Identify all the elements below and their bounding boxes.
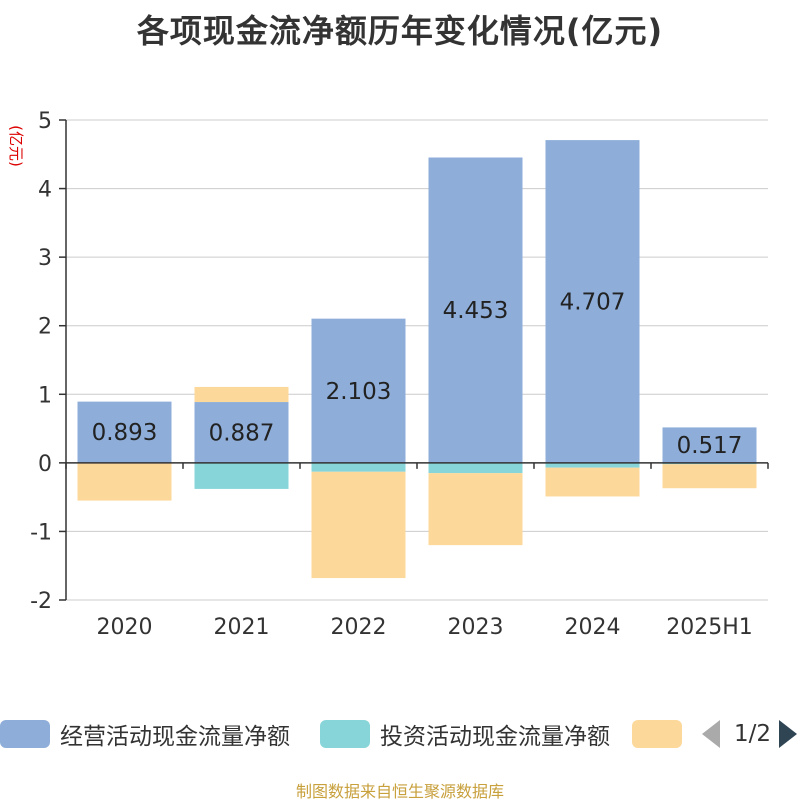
legend: 经营活动现金流量净额 投资活动现金流量净额 xyxy=(0,716,800,752)
bar-investing-2021 xyxy=(194,462,289,489)
bar-financing-2025H1 xyxy=(662,464,757,489)
chart-title: 各项现金流净额历年变化情况(亿元) xyxy=(136,12,664,50)
bar-operating-2021 xyxy=(194,402,289,463)
legend-swatch-operating xyxy=(0,720,50,748)
y-tick-label: 0 xyxy=(38,452,52,477)
bar-financing-2023 xyxy=(428,473,523,546)
bar-operating-2022 xyxy=(311,318,406,463)
pager-page-indicator: 1/2 xyxy=(734,721,772,747)
bar-operating-2024 xyxy=(545,140,640,463)
y-tick-label: -2 xyxy=(30,589,52,614)
data-label: 2.103 xyxy=(326,379,392,405)
data-label: 0.517 xyxy=(677,433,743,459)
x-tick-label: 2023 xyxy=(448,615,504,640)
y-tick-label: 5 xyxy=(38,109,52,134)
bar-investing-2024 xyxy=(545,462,640,468)
legend-label-operating: 经营活动现金流量净额 xyxy=(60,724,290,750)
bar-investing-2023 xyxy=(428,462,523,474)
x-tick-label: 2020 xyxy=(97,615,153,640)
legend-swatch-investing xyxy=(320,720,370,748)
legend-item-operating[interactable]: 经营活动现金流量净额 xyxy=(0,716,290,752)
bar-financing-2024 xyxy=(545,467,640,497)
pager-next-arrow-icon[interactable] xyxy=(779,720,798,748)
x-tick-label: 2025H1 xyxy=(666,615,753,640)
legend-item-investing[interactable]: 投资活动现金流量净额 xyxy=(320,716,610,752)
bar-operating-2023 xyxy=(428,157,523,463)
data-label: 4.453 xyxy=(443,298,509,324)
data-label: 0.887 xyxy=(209,420,275,446)
y-tick-label: 4 xyxy=(38,178,52,203)
y-axis-unit-label: (亿元) xyxy=(7,125,25,167)
x-tick-label: 2024 xyxy=(565,615,621,640)
bar-financing-2022 xyxy=(311,471,406,579)
legend-label-investing: 投资活动现金流量净额 xyxy=(380,724,610,750)
bar-investing-2022 xyxy=(311,462,406,472)
pager-prev-arrow-icon[interactable] xyxy=(702,720,720,748)
legend-pager: 1/2 xyxy=(700,716,800,752)
y-tick-label: 2 xyxy=(38,315,52,340)
data-label: 4.707 xyxy=(560,289,626,315)
y-tick-label: -1 xyxy=(30,520,52,545)
bar-financing-2020 xyxy=(77,462,172,501)
x-tick-label: 2021 xyxy=(214,615,270,640)
y-tick-label: 3 xyxy=(38,246,52,271)
y-tick-label: 1 xyxy=(38,383,52,408)
bar-operating-2020 xyxy=(77,401,172,463)
data-label: 0.893 xyxy=(92,420,158,446)
x-tick-label: 2022 xyxy=(331,615,387,640)
bar-operating-2025H1 xyxy=(662,427,757,463)
source-note: 制图数据来自恒生聚源数据库 xyxy=(295,782,504,801)
legend-item-financing[interactable] xyxy=(632,716,682,752)
legend-swatch-financing xyxy=(632,720,682,748)
bar-financing-2021 xyxy=(194,386,289,403)
